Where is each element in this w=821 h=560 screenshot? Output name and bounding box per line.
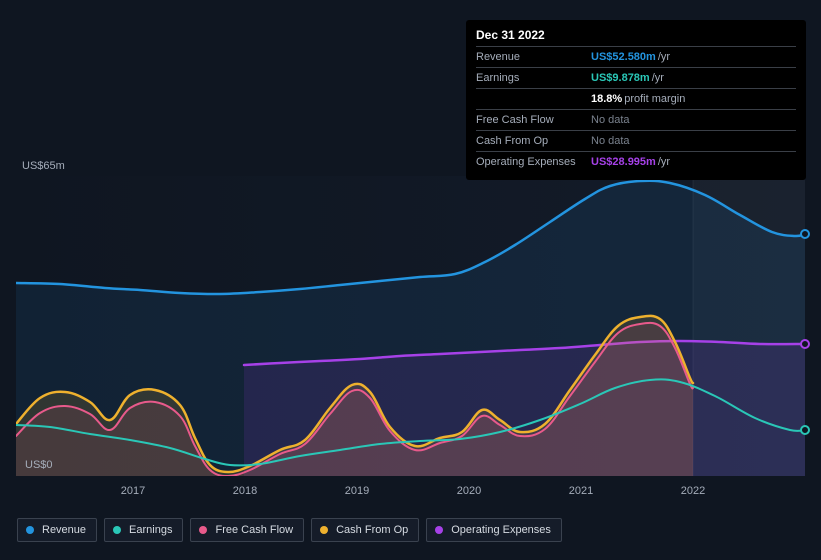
legend-item-label: Operating Expenses [451,524,551,536]
legend-item[interactable]: Revenue [17,518,97,542]
tooltip-row-value: 18.8%profit margin [591,91,685,107]
x-axis-tick: 2022 [681,485,705,497]
legend-item-label: Free Cash Flow [215,524,293,536]
tooltip-row-label: Cash From Op [476,133,591,149]
x-axis-tick: 2020 [457,485,481,497]
legend-item[interactable]: Cash From Op [311,518,419,542]
tooltip-row-value: No data [591,112,630,128]
tooltip-row-label [476,91,591,107]
x-axis-tick: 2019 [345,485,369,497]
tooltip-row-label: Revenue [476,49,591,65]
x-axis-tick: 2021 [569,485,593,497]
tooltip-row: RevenueUS$52.580m/yr [476,46,796,67]
legend-dot-icon [320,526,328,534]
y-axis-max-label: US$65m [22,160,65,172]
tooltip-row-value: US$28.995m/yr [591,154,670,170]
tooltip-date: Dec 31 2022 [476,26,796,46]
tooltip-row: 18.8%profit margin [476,88,796,109]
tooltip-row: EarningsUS$9.878m/yr [476,67,796,88]
tooltip-row-label: Free Cash Flow [476,112,591,128]
legend-dot-icon [435,526,443,534]
legend-item[interactable]: Operating Expenses [426,518,562,542]
legend-item-label: Cash From Op [336,524,408,536]
tooltip-row-label: Operating Expenses [476,154,591,170]
tooltip-row: Operating ExpensesUS$28.995m/yr [476,151,796,172]
tooltip-row-value: US$52.580m/yr [591,49,670,65]
legend-dot-icon [113,526,121,534]
legend: Revenue Earnings Free Cash Flow Cash From O… [17,518,562,542]
legend-dot-icon [199,526,207,534]
legend-item[interactable]: Earnings [104,518,183,542]
tooltip-row-value: US$9.878m/yr [591,70,664,86]
tooltip-row: Free Cash FlowNo data [476,109,796,130]
tooltip-card: Dec 31 2022 RevenueUS$52.580m/yrEarnings… [466,20,806,180]
legend-item[interactable]: Free Cash Flow [190,518,304,542]
legend-item-label: Earnings [129,524,172,536]
tooltip-row-value: No data [591,133,630,149]
tooltip-row-label: Earnings [476,70,591,86]
tooltip-row: Cash From OpNo data [476,130,796,151]
x-axis-tick: 2018 [233,485,257,497]
x-axis-tick: 2017 [121,485,145,497]
legend-dot-icon [26,526,34,534]
y-axis-min-label: US$0 [25,459,53,471]
legend-item-label: Revenue [42,524,86,536]
